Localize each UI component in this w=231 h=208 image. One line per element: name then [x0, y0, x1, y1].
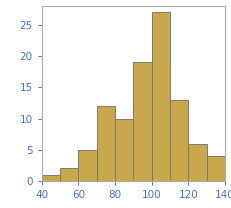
Bar: [96, 106, 115, 181]
Bar: [133, 62, 151, 181]
Bar: [42, 175, 60, 181]
Bar: [151, 12, 169, 181]
Bar: [115, 119, 133, 181]
Bar: [206, 156, 224, 181]
Bar: [188, 144, 206, 181]
Bar: [60, 168, 78, 181]
Bar: [169, 100, 188, 181]
Bar: [78, 150, 96, 181]
